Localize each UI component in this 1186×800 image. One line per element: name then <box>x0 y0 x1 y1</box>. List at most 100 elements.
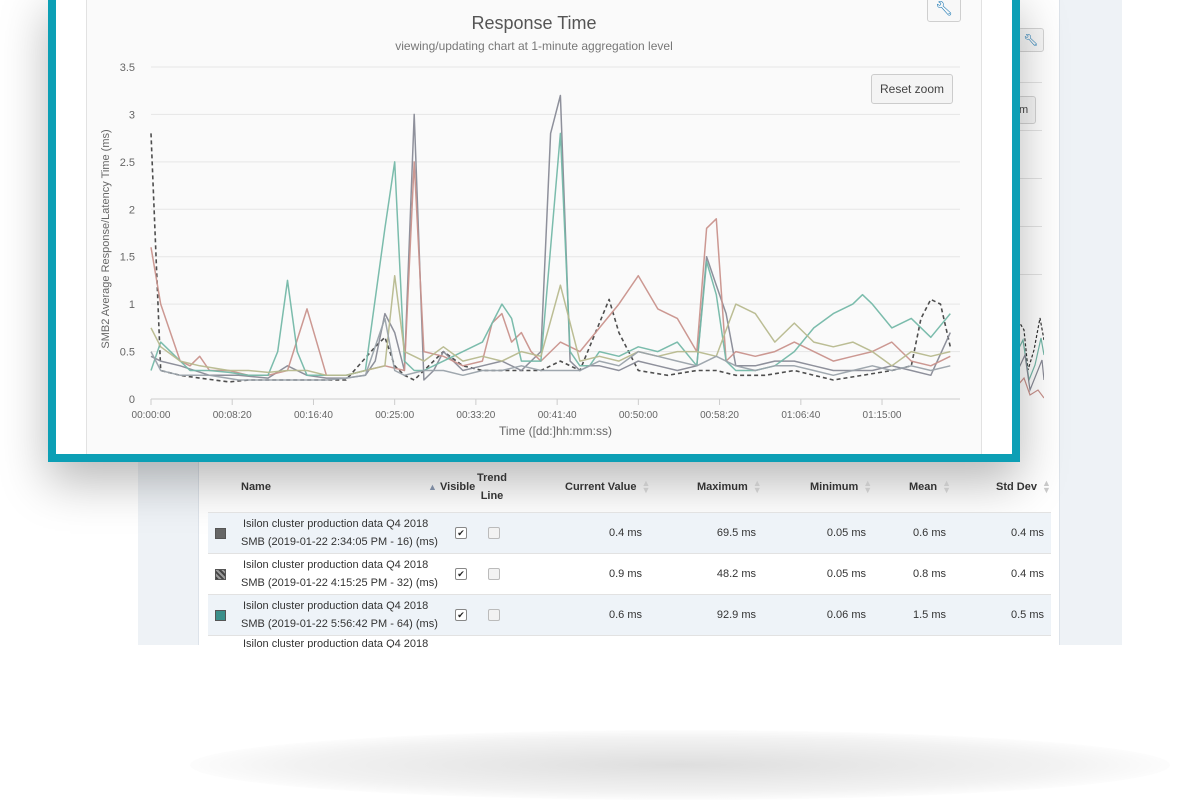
series-name-line-2: SMB (2019-01-22 2:34:05 PM - 16) (ms) <box>241 536 438 548</box>
col-trend-header: Trend Line <box>476 462 508 512</box>
background-gridline <box>1020 130 1042 131</box>
series-name-line-2: SMB (2019-01-22 5:56:42 PM - 64) (ms) <box>241 618 438 630</box>
visible-checkbox[interactable]: ✔ <box>455 513 467 553</box>
series-name: Isilon cluster production data Q4 2018 <box>241 636 428 648</box>
x-tick-label: 00:00:00 <box>132 410 171 421</box>
floor-shadow <box>190 730 1170 800</box>
wrench-icon: 🔧︎ <box>935 0 953 16</box>
series-name-line-1: Isilon cluster production data Q4 2018 <box>243 600 429 612</box>
col-mean-header[interactable]: Mean ▲ ▼ <box>909 462 951 512</box>
stddev-value: 0.4 ms <box>1010 568 1044 580</box>
x-tick-label: 00:33:20 <box>456 410 495 421</box>
table-row[interactable]: Isilon cluster production data Q4 2018 S… <box>208 554 1051 595</box>
table-header: Name ▲ Visible Trend Line Current Value ▲… <box>208 462 1051 513</box>
col-maximum-label: Maximum <box>697 481 748 493</box>
current-value: 0.6 ms <box>608 609 642 621</box>
col-stddev-header[interactable]: Std Dev ▲ ▼ <box>996 462 1051 512</box>
mean-value: 0.6 ms <box>912 527 946 539</box>
col-name-header[interactable]: Name <box>241 462 271 512</box>
series-color-swatch <box>215 595 226 635</box>
series-name: Isilon cluster production data Q4 2018 S… <box>241 595 438 635</box>
y-tick-label: 3 <box>129 109 135 121</box>
series-line-2 <box>150 94 951 381</box>
mean-value: 0.8 ms <box>912 568 946 580</box>
col-trend-label-1: Trend <box>477 472 507 484</box>
series-table: Name ▲ Visible Trend Line Current Value ▲… <box>208 462 1051 648</box>
series-color-swatch <box>215 513 226 553</box>
x-tick-label: 00:08:20 <box>213 410 252 421</box>
background-reset-label: m <box>1019 104 1029 116</box>
chart-window-content: Response Time viewing/updating chart at … <box>56 0 1012 454</box>
table-row[interactable]: Isilon cluster production data Q4 2018 <box>208 636 1051 648</box>
mean-value: 1.5 ms <box>912 609 946 621</box>
background-gridline <box>1020 226 1042 227</box>
y-tick-label: 1 <box>129 299 135 311</box>
trend-line-checkbox[interactable] <box>488 595 500 635</box>
col-current-label: Current Value <box>565 481 637 493</box>
col-minimum-label: Minimum <box>810 481 859 493</box>
trend-line-checkbox[interactable] <box>488 513 500 553</box>
series-line-3 <box>150 161 951 377</box>
chart-window: Response Time viewing/updating chart at … <box>48 0 1020 462</box>
chart-card: Response Time viewing/updating chart at … <box>86 0 982 454</box>
trend-line-checkbox[interactable] <box>488 554 500 594</box>
x-tick-label: 00:50:00 <box>619 410 658 421</box>
background-gridline <box>1020 274 1042 275</box>
col-maximum-header[interactable]: Maximum ▲ ▼ <box>697 462 762 512</box>
series-name: Isilon cluster production data Q4 2018 S… <box>241 513 438 553</box>
stddev-value: 0.5 ms <box>1010 609 1044 621</box>
series-color-swatch <box>215 554 226 594</box>
x-tick-label: 00:58:20 <box>700 410 739 421</box>
y-axis-title: SMB2 Average Response/Latency Time (ms) <box>100 129 112 348</box>
chart-title: Response Time <box>471 13 597 33</box>
series-name-line-1: Isilon cluster production data Q4 2018 <box>243 559 429 571</box>
visible-checkbox[interactable]: ✔ <box>455 554 467 594</box>
series-line-6 <box>150 317 951 381</box>
y-tick-label: 0.5 <box>120 347 135 359</box>
maximum-value: 69.5 ms <box>716 527 756 539</box>
col-stddev-label: Std Dev <box>996 481 1037 493</box>
col-minimum-header[interactable]: Minimum ▲ ▼ <box>810 462 872 512</box>
x-tick-label: 01:15:00 <box>863 410 902 421</box>
x-tick-label: 00:16:40 <box>294 410 333 421</box>
col-name-label: Name <box>241 481 271 493</box>
background-gridline <box>1020 178 1042 179</box>
x-tick-label: 00:25:00 <box>375 410 414 421</box>
minimum-value: 0.06 ms <box>826 609 866 621</box>
col-visible-label: Visible <box>440 481 476 493</box>
sort-icon: ▲ ▼ <box>641 478 651 495</box>
background-gridline <box>1020 82 1042 83</box>
chart-menu-button[interactable]: 🔧︎ <box>927 0 961 22</box>
background-wrench-button[interactable]: 🔧︎ <box>1018 28 1044 52</box>
reset-zoom-button[interactable]: Reset zoom <box>871 74 953 104</box>
visible-checkbox[interactable]: ✔ <box>455 595 467 635</box>
sort-icon: ▲ ▼ <box>863 478 873 495</box>
background-chart-fragment <box>1018 317 1044 399</box>
series-name-line-1: Isilon cluster production data Q4 2018 <box>243 518 429 530</box>
table-row[interactable]: Isilon cluster production data Q4 2018 S… <box>208 513 1051 554</box>
table-row[interactable]: Isilon cluster production data Q4 2018 S… <box>208 595 1051 636</box>
y-tick-label: 0 <box>129 394 135 406</box>
response-time-chart: 0 0.5 1 1.5 2 2.5 3 3.5 00:00:00 00:08:20 00:16:40… <box>100 62 960 438</box>
series-name-line-2: SMB (2019-01-22 4:15:25 PM - 32) (ms) <box>241 577 438 589</box>
y-tick-label: 1.5 <box>120 252 135 264</box>
col-trend-label-2: Line <box>480 490 504 502</box>
sort-asc-icon[interactable]: ▲ <box>428 481 437 492</box>
background-reset-button[interactable]: m <box>1018 96 1036 124</box>
col-current-header[interactable]: Current Value ▲ ▼ <box>565 462 650 512</box>
series-line-5 <box>150 274 951 377</box>
sort-icon: ▲ ▼ <box>752 478 762 495</box>
chart-subtitle: viewing/updating chart at 1-minute aggre… <box>395 39 673 53</box>
x-axis-title: Time ([dd:]hh:mm:ss) <box>499 424 612 438</box>
minimum-value: 0.05 ms <box>826 527 866 539</box>
series-line-1 <box>150 133 952 383</box>
current-value: 0.9 ms <box>608 568 642 580</box>
sort-icon: ▲ ▼ <box>942 478 952 495</box>
current-value: 0.4 ms <box>608 527 642 539</box>
series-line-4 <box>150 132 951 377</box>
stddev-value: 0.4 ms <box>1010 527 1044 539</box>
col-visible-header: Visible <box>440 462 475 512</box>
maximum-value: 48.2 ms <box>716 568 756 580</box>
x-tick-label: 01:06:40 <box>781 410 820 421</box>
col-mean-label: Mean <box>909 481 938 493</box>
